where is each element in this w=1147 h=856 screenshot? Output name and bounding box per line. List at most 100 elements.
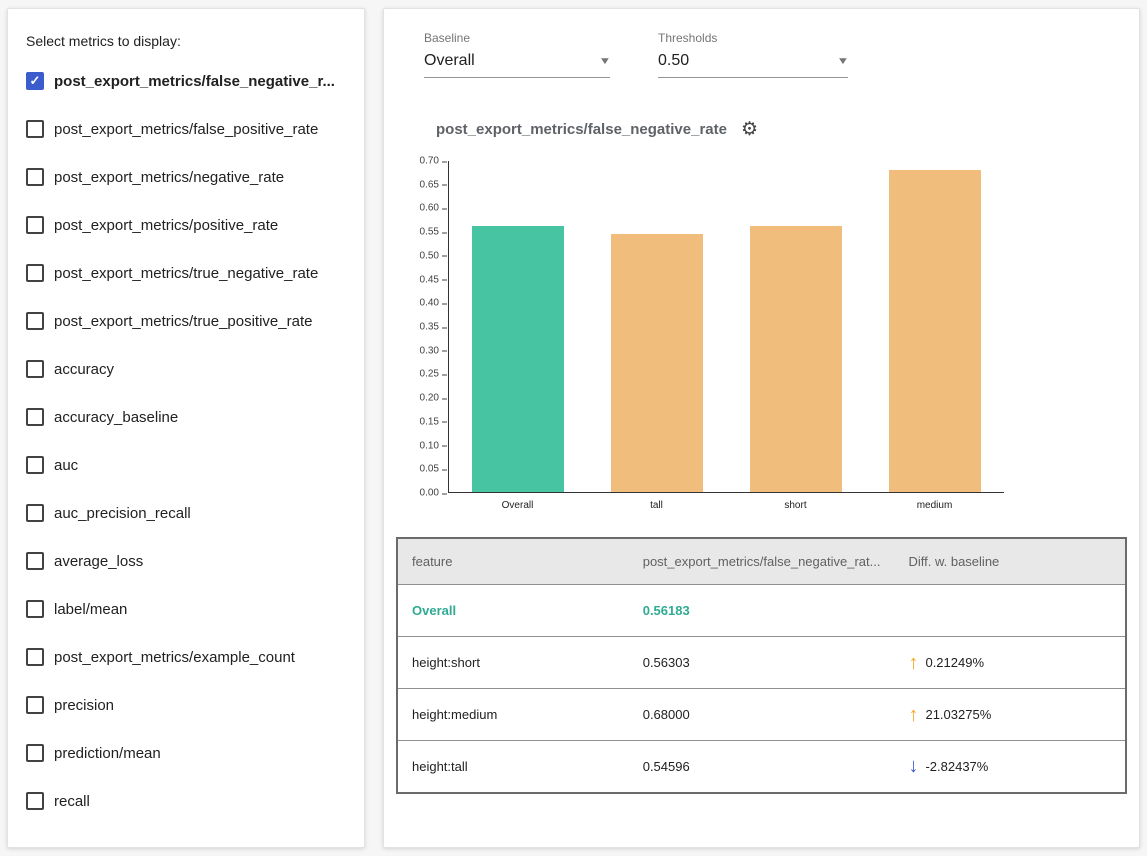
- metric-item[interactable]: post_export_metrics/true_positive_rate: [24, 297, 348, 345]
- metric-item[interactable]: post_export_metrics/example_count: [24, 633, 348, 681]
- checkbox[interactable]: [26, 648, 44, 666]
- checkbox[interactable]: [26, 216, 44, 234]
- y-axis-label: 0.05: [420, 464, 439, 475]
- thresholds-select[interactable]: Thresholds 0.50 ▼: [658, 31, 848, 78]
- plot-area: [448, 161, 1004, 493]
- table-header-row: feature post_export_metrics/false_negati…: [397, 538, 1126, 585]
- y-axis-label: 0.30: [420, 345, 439, 356]
- metric-selector-panel: Select metrics to display: ✓ post_export…: [7, 8, 365, 848]
- checkbox[interactable]: [26, 120, 44, 138]
- checkbox[interactable]: [26, 360, 44, 378]
- checkbox[interactable]: [26, 744, 44, 762]
- checkbox[interactable]: [26, 600, 44, 618]
- value-cell: 0.68000: [629, 689, 895, 741]
- chart-header: post_export_metrics/false_negative_rate …: [436, 120, 1127, 139]
- diff-cell: [894, 585, 1126, 637]
- metric-label: prediction/mean: [54, 745, 161, 762]
- y-axis-label: 0.70: [420, 156, 439, 167]
- bar-tall[interactable]: [611, 234, 703, 492]
- thresholds-select-label: Thresholds: [658, 31, 848, 45]
- metric-label: post_export_metrics/positive_rate: [54, 217, 278, 234]
- metric-item[interactable]: post_export_metrics/false_positive_rate: [24, 105, 348, 153]
- value-cell: 0.56303: [629, 637, 895, 689]
- dropdown-arrow-icon: ▼: [837, 56, 850, 67]
- checkbox[interactable]: [26, 552, 44, 570]
- down-arrow-icon: ↓: [908, 756, 918, 776]
- checkbox[interactable]: [26, 408, 44, 426]
- gear-icon[interactable]: ⚙: [741, 120, 758, 139]
- baseline-select-label: Baseline: [424, 31, 610, 45]
- metric-item[interactable]: post_export_metrics/true_negative_rate: [24, 249, 348, 297]
- y-axis: 0.000.050.100.150.200.250.300.350.400.45…: [404, 161, 448, 493]
- feature-cell: Overall: [397, 585, 629, 637]
- metric-label: accuracy_baseline: [54, 409, 178, 426]
- bar-chart: 0.000.050.100.150.200.250.300.350.400.45…: [404, 161, 1004, 511]
- chart-title: post_export_metrics/false_negative_rate: [436, 121, 727, 138]
- metric-item[interactable]: auc_precision_recall: [24, 489, 348, 537]
- feature-cell: height:medium: [397, 689, 629, 741]
- metric-label: average_loss: [54, 553, 143, 570]
- y-axis-label: 0.00: [420, 488, 439, 499]
- checkbox[interactable]: [26, 792, 44, 810]
- y-axis-label: 0.50: [420, 250, 439, 261]
- checkbox[interactable]: [26, 504, 44, 522]
- metric-item[interactable]: accuracy_baseline: [24, 393, 348, 441]
- y-axis-label: 0.45: [420, 274, 439, 285]
- metric-item[interactable]: precision: [24, 681, 348, 729]
- checkbox[interactable]: [26, 264, 44, 282]
- y-axis-label: 0.35: [420, 322, 439, 333]
- y-axis-label: 0.10: [420, 440, 439, 451]
- metric-item[interactable]: accuracy: [24, 345, 348, 393]
- checkbox[interactable]: [26, 456, 44, 474]
- feature-cell: height:tall: [397, 741, 629, 793]
- bar-medium[interactable]: [889, 170, 981, 492]
- thresholds-select-value: 0.50: [658, 52, 689, 70]
- table-row-overall: Overall 0.56183: [397, 585, 1126, 637]
- dropdown-arrow-icon: ▼: [599, 56, 612, 67]
- y-axis-label: 0.60: [420, 203, 439, 214]
- x-axis: Overalltallshortmedium: [448, 493, 1004, 511]
- table-row-height-tall: height:tall 0.54596 ↓ -2.82437%: [397, 741, 1126, 793]
- metric-item[interactable]: auc: [24, 441, 348, 489]
- bar-Overall[interactable]: [472, 226, 564, 492]
- metric-label: post_export_metrics/true_positive_rate: [54, 313, 312, 330]
- metric-label: auc: [54, 457, 78, 474]
- metric-item[interactable]: label/mean: [24, 585, 348, 633]
- metric-label: recall: [54, 793, 90, 810]
- feature-cell: height:short: [397, 637, 629, 689]
- y-axis-label: 0.65: [420, 179, 439, 190]
- checkbox[interactable]: [26, 312, 44, 330]
- baseline-select-value: Overall: [424, 52, 475, 70]
- diff-cell: ↑ 21.03275%: [894, 689, 1126, 741]
- bar-short[interactable]: [750, 226, 842, 492]
- metric-item[interactable]: post_export_metrics/negative_rate: [24, 153, 348, 201]
- checkbox[interactable]: ✓: [26, 72, 44, 90]
- metric-item[interactable]: post_export_metrics/positive_rate: [24, 201, 348, 249]
- metric-label: precision: [54, 697, 114, 714]
- col-header-metric: post_export_metrics/false_negative_rat..…: [629, 538, 895, 585]
- metric-selector-title: Select metrics to display:: [26, 33, 348, 49]
- checkbox[interactable]: [26, 696, 44, 714]
- x-axis-label: short: [726, 493, 865, 511]
- metric-label: accuracy: [54, 361, 114, 378]
- metric-label: post_export_metrics/false_positive_rate: [54, 121, 318, 138]
- baseline-select[interactable]: Baseline Overall ▼: [424, 31, 610, 78]
- metric-display-panel: Baseline Overall ▼ Thresholds 0.50 ▼ pos…: [383, 8, 1140, 848]
- y-axis-label: 0.20: [420, 393, 439, 404]
- controls-row: Baseline Overall ▼ Thresholds 0.50 ▼: [424, 31, 1127, 78]
- metric-label: auc_precision_recall: [54, 505, 191, 522]
- checkbox[interactable]: [26, 168, 44, 186]
- fairness-indicators-page: Select metrics to display: ✓ post_export…: [0, 0, 1147, 856]
- metrics-table: feature post_export_metrics/false_negati…: [396, 537, 1127, 794]
- metric-label: post_export_metrics/false_negative_r...: [54, 73, 335, 90]
- col-header-diff: Diff. w. baseline: [894, 538, 1126, 585]
- metric-item[interactable]: prediction/mean: [24, 729, 348, 777]
- col-header-feature: feature: [397, 538, 629, 585]
- metric-item[interactable]: ✓ post_export_metrics/false_negative_r..…: [24, 57, 348, 105]
- metric-item[interactable]: recall: [24, 777, 348, 825]
- diff-value: 0.21249%: [925, 655, 984, 670]
- diff-value: -2.82437%: [925, 759, 988, 774]
- metric-item[interactable]: average_loss: [24, 537, 348, 585]
- value-cell: 0.54596: [629, 741, 895, 793]
- diff-cell: ↑ 0.21249%: [894, 637, 1126, 689]
